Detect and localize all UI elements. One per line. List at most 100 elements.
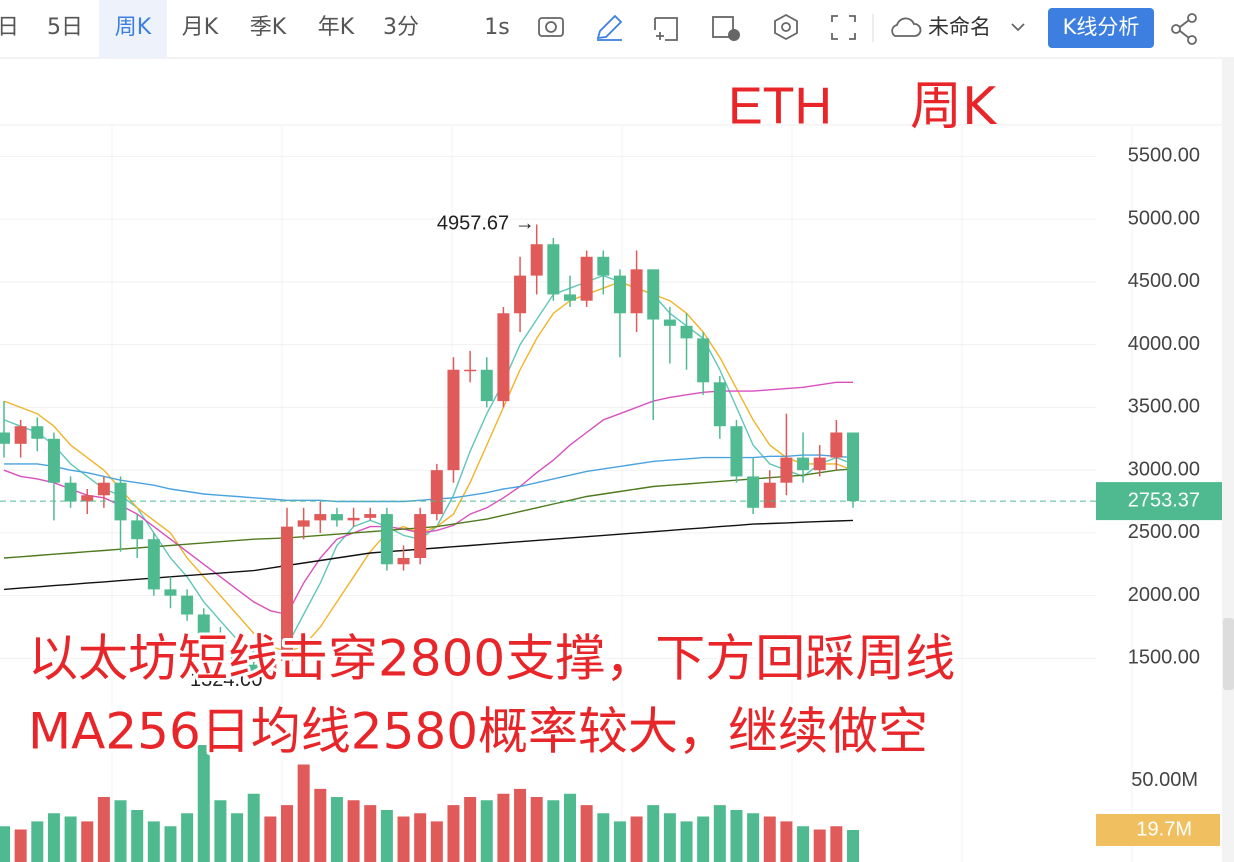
analysis-button[interactable] (1048, 8, 1154, 48)
volume-bar (364, 805, 377, 862)
scrollbar[interactable] (1222, 58, 1234, 862)
volume-bar (214, 800, 227, 862)
volume-bar (397, 816, 410, 862)
volume-bar (547, 800, 560, 862)
toolbar (0, 0, 1234, 58)
candle-body (281, 526, 293, 661)
volume-bar (147, 821, 160, 862)
candle-body (0, 432, 10, 444)
volume-bar (497, 793, 510, 862)
candle-body (663, 319, 676, 326)
moving-average-line (3, 468, 854, 559)
indicator-icon[interactable] (712, 16, 740, 41)
volume-bar (780, 821, 793, 862)
candle-body (730, 426, 743, 477)
y-tick-label: 2000.00 (1128, 584, 1200, 606)
y-tick-label: 4500.00 (1128, 270, 1200, 292)
y-tick-label: 5000.00 (1128, 207, 1200, 229)
layout-name[interactable]: 未命名 (928, 15, 991, 39)
overlay-title: 周K (910, 77, 998, 137)
analysis-button-label[interactable]: K线分析 (1063, 15, 1140, 39)
period-tab[interactable]: 日 (0, 15, 19, 40)
candle-body (497, 313, 510, 402)
volume-bar (680, 821, 693, 862)
volume-bar (797, 826, 810, 862)
y-tick-label: 3500.00 (1128, 396, 1200, 418)
candle-body (64, 482, 77, 502)
period-tab[interactable]: 月K (182, 15, 219, 40)
dropdown-chevron[interactable] (1011, 23, 1025, 32)
candle-body (47, 438, 60, 483)
volume-tick-label: 50.00M (1131, 769, 1198, 791)
volume-bar (464, 797, 477, 862)
candle-body (464, 369, 477, 372)
low-marker: 1324.00 (190, 669, 262, 691)
toolbar-icons: 未命名 K线分析 (538, 8, 1197, 48)
volume-bar (447, 805, 460, 862)
interval[interactable]: 1s (484, 15, 509, 40)
candle-body (81, 495, 94, 502)
volume-tag (1096, 813, 1220, 846)
candle-body (747, 476, 760, 508)
moving-average-line (3, 381, 853, 616)
volume-bar (380, 810, 393, 862)
period-tab[interactable]: 年K (318, 15, 355, 40)
period-tab[interactable]: 周K (115, 15, 152, 40)
share-icon[interactable] (1171, 13, 1197, 45)
candle-body (14, 426, 27, 444)
candle-body (231, 645, 244, 665)
period-tab[interactable]: 季K (250, 15, 287, 40)
last-price-tag (1096, 482, 1222, 521)
candle-body (347, 517, 360, 521)
volume-bar (97, 797, 110, 862)
y-tick-label: 5500.00 (1128, 145, 1200, 167)
annotation: MA256日均线2580概率较大，继续做空 (28, 703, 928, 761)
pencil-icon[interactable] (596, 14, 623, 41)
scroll-handle[interactable] (1223, 618, 1234, 690)
candle-body (147, 539, 160, 590)
candle-body (197, 614, 210, 634)
volume-bar (663, 813, 676, 862)
candle-body (314, 514, 327, 521)
volume-bar (747, 813, 760, 862)
candle-body (131, 520, 144, 540)
candle-body (380, 514, 393, 565)
cloud-icon[interactable] (891, 17, 922, 37)
volume-bar (730, 810, 743, 862)
volume-bar (813, 829, 826, 862)
candle-body (797, 457, 810, 471)
candle-body (330, 514, 343, 521)
volume-bar (14, 829, 27, 862)
candle-body (214, 633, 227, 646)
candle-body (480, 369, 493, 402)
candle-body (647, 269, 660, 320)
region-icon[interactable] (654, 17, 678, 41)
y-tick-label: 2500.00 (1128, 521, 1200, 543)
fullscreen-icon[interactable] (831, 15, 856, 40)
plot-area: 1500.00 2000.00 2500.00 3000.00 3500.00 4000.… (0, 125, 1222, 862)
candle-body (397, 558, 410, 565)
candle-body (613, 275, 626, 314)
candle-body (414, 514, 427, 559)
volume-bar (181, 813, 194, 862)
volume-bar (281, 805, 293, 862)
candle-body (597, 256, 610, 276)
candle-body (630, 269, 643, 314)
period-tab[interactable]: 3分 (383, 15, 419, 40)
volume-bar (847, 829, 859, 862)
volume-bar (430, 821, 443, 862)
camera-icon[interactable] (538, 17, 564, 37)
y-tick-label: 3000.00 (1128, 458, 1200, 480)
settings-icon[interactable] (774, 13, 798, 41)
volume-bar (697, 816, 710, 862)
candle-body (447, 369, 460, 471)
volume-bar (64, 816, 77, 862)
candle-body (680, 325, 693, 339)
candle-body (763, 482, 776, 508)
volume-bar (580, 805, 593, 862)
volume-bar (713, 805, 726, 862)
period-tab[interactable]: 5日 (47, 15, 83, 40)
candle-body (430, 470, 443, 515)
candle-body (364, 514, 377, 518)
